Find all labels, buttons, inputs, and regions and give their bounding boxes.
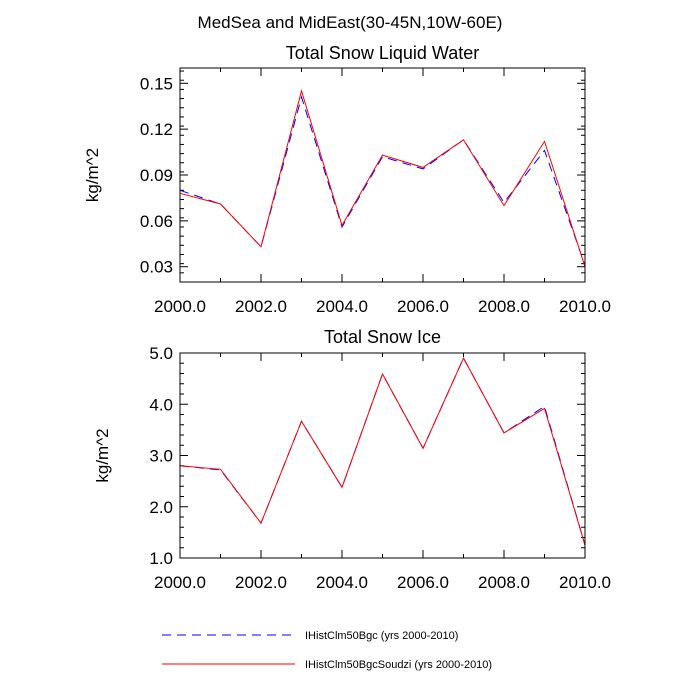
x-tick-label: 2004.0: [316, 573, 368, 592]
y-axis-label: kg/m^2: [83, 148, 102, 202]
series-line-ihistclm50bgcsoudzi: [179, 89, 586, 267]
y-axis-label: kg/m^2: [93, 428, 112, 482]
x-tick-label: 2010.0: [559, 297, 611, 316]
panel-snow-liquid-water: Total Snow Liquid Water kg/m^2 0.03 0.06 0.0…: [83, 43, 611, 316]
series-line-ihistclm50bgcsoudzi: [179, 356, 586, 546]
chart-title: Total Snow Ice: [324, 327, 441, 347]
legend: IHistClm50Bgc (yrs 2000-2010) IHistClm50…: [162, 630, 492, 671]
x-tick-label: 2004.0: [316, 297, 368, 316]
chart-title: Total Snow Liquid Water: [286, 43, 479, 63]
y-tick-label: 5.0: [149, 344, 173, 363]
x-tick-label: 2008.0: [478, 573, 530, 592]
y-tick-label: 0.12: [140, 120, 173, 139]
y-tick-label: 0.03: [140, 258, 173, 277]
page-title: MedSea and MidEast(30-45N,10W-60E): [198, 13, 503, 32]
x-tick-label: 2006.0: [397, 573, 449, 592]
y-tick-label: 2.0: [149, 498, 173, 517]
y-tick-label: 0.15: [140, 74, 173, 93]
y-tick-label: 4.0: [149, 395, 173, 414]
legend-label-ihistclm50bgcsoudzi: IHistClm50BgcSoudzi (yrs 2000-2010): [305, 659, 492, 671]
series-line-ihistclm50bgc: [179, 356, 586, 546]
x-tick-label: 2010.0: [559, 573, 611, 592]
series-line-ihistclm50bgc: [179, 95, 586, 266]
y-tick-label: 3.0: [149, 447, 173, 466]
x-tick-label: 2006.0: [397, 297, 449, 316]
legend-label-ihistclm50bgc: IHistClm50Bgc (yrs 2000-2010): [305, 630, 458, 642]
y-tick-label: 0.09: [140, 166, 173, 185]
plot-frame: [179, 67, 586, 283]
panel-snow-ice: Total Snow Ice kg/m^2 1.0 2.0 3.0 4.0 5.0 2000.…: [93, 327, 611, 592]
x-tick-label: 2002.0: [235, 573, 287, 592]
x-tick-label: 2000.0: [154, 573, 206, 592]
plot-frame: [179, 352, 586, 559]
y-tick-label: 0.06: [140, 212, 173, 231]
y-tick-label: 1.0: [149, 549, 173, 568]
x-tick-label: 2008.0: [478, 297, 530, 316]
x-tick-label: 2000.0: [154, 297, 206, 316]
x-tick-label: 2002.0: [235, 297, 287, 316]
